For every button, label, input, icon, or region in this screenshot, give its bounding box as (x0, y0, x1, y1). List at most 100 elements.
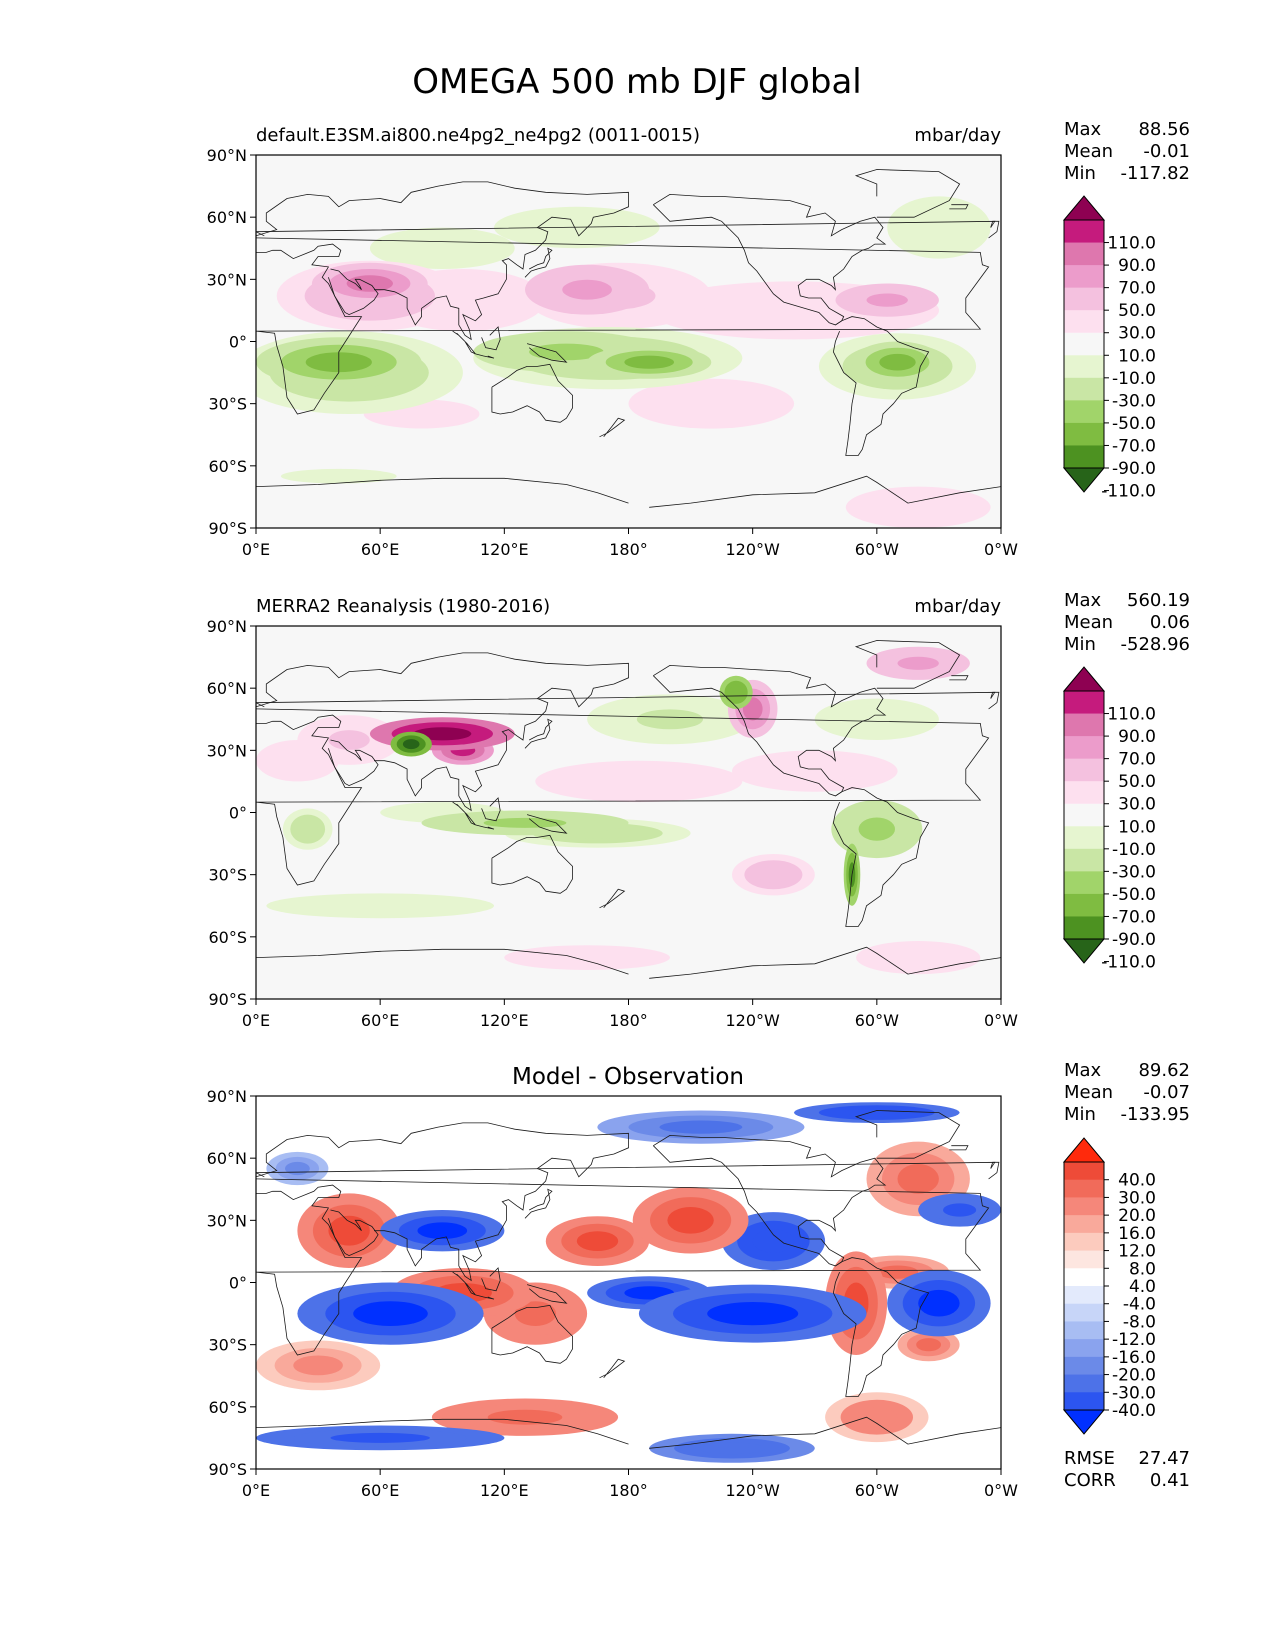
colorbar-extend-min (1062, 1409, 1106, 1435)
colorbar-bin (1064, 1232, 1104, 1252)
coastline (854, 1110, 961, 1159)
coastlines (256, 169, 1001, 528)
lon-axis: 0°E 60°E 120°E 180° 120°W 60°W 0°W (242, 528, 1018, 559)
contour-blob (285, 1161, 310, 1176)
colorbar-label: -12.0 (1112, 1330, 1156, 1350)
colorbar-label: -50.0 (1112, 414, 1156, 434)
coastline (256, 1416, 1001, 1469)
figure-title: OMEGA 500 mb DJF global (412, 62, 861, 102)
colorbar-label: 4.0 (1129, 1277, 1156, 1297)
panel-obs: MERRA2 Reanalysis (1980-2016) mbar/day 9… (207, 596, 1019, 1030)
lat-tick-label: 30°S (208, 866, 247, 885)
lon-tick-label: 0°E (242, 1481, 270, 1500)
colorbar-extend-min (1062, 938, 1106, 964)
colorbar-bin (1064, 893, 1104, 917)
rmse-value: 27.47 (1138, 1448, 1190, 1469)
coastline (524, 718, 553, 749)
contour-blob (554, 952, 621, 963)
colorbar-diff: 40.030.020.016.012.08.04.0-4.0-8.0-12.0-… (1062, 1137, 1156, 1435)
contour-blob (698, 1442, 766, 1455)
coastlines (256, 1110, 1001, 1469)
colorbar-label: 10.0 (1118, 346, 1156, 366)
contour-blob (388, 405, 455, 423)
lat-tick-label: 30°S (208, 1336, 247, 1355)
lat-tick-label: 0° (229, 333, 247, 352)
contour-blob (943, 1203, 977, 1217)
colorbar-frame (1063, 219, 1105, 469)
lon-axis: 0°E 60°E 120°E 180° 120°W 60°W 0°W (242, 999, 1018, 1030)
coastline (256, 237, 990, 415)
stat-min-value: -117.82 (1121, 163, 1190, 184)
lat-tick-label: 90°N (207, 617, 247, 636)
lat-tick-label: 90°S (208, 1460, 247, 1479)
lon-tick-label: 120°E (480, 1011, 529, 1030)
colorbar-label: -10.0 (1112, 369, 1156, 389)
colorbar-label: 90.0 (1118, 256, 1156, 276)
coastline (524, 1188, 553, 1219)
colorbar-label: 16.0 (1118, 1224, 1156, 1244)
contour-blob (729, 685, 743, 699)
lat-tick-label: 30°N (207, 270, 247, 289)
colorbar-bin (1064, 691, 1104, 715)
coastline (854, 640, 961, 689)
coastline (328, 1209, 379, 1257)
coastline (256, 1122, 629, 1282)
contour-blob (659, 1120, 743, 1134)
coastline (599, 1358, 626, 1379)
lon-tick-label: 0°W (984, 1011, 1018, 1030)
contour-blob (856, 1407, 898, 1428)
coastline (653, 664, 887, 797)
coastline (988, 691, 1000, 710)
lat-tick-label: 90°S (208, 519, 247, 538)
contour-blob (328, 1215, 370, 1246)
colorbar-label: 70.0 (1118, 750, 1156, 770)
lat-tick-label: 90°S (208, 990, 247, 1009)
colorbar-label: 40.0 (1118, 1171, 1156, 1191)
lon-tick-label: 120°W (725, 1011, 780, 1030)
stat-max-value: 89.62 (1138, 1060, 1190, 1081)
colorbar-label: -20.0 (1112, 1366, 1156, 1386)
coastline (832, 787, 930, 927)
contour-blob (487, 1409, 563, 1425)
contour-blob (843, 1108, 910, 1117)
contour-blob (402, 739, 420, 750)
colorbar-bin (1064, 400, 1104, 424)
colorbar-bin (1064, 803, 1104, 827)
colorbar-label: -40.0 (1112, 1401, 1156, 1421)
contour-blob (417, 1222, 468, 1239)
colorbar-label: 20.0 (1118, 1206, 1156, 1226)
rmse-label: RMSE (1064, 1448, 1115, 1469)
lat-axis: 90°N 60°N 30°N 0° 30°S 60°S 90°S (207, 617, 256, 1009)
colorbar-label: -70.0 (1112, 436, 1156, 456)
lon-tick-label: 60°E (361, 540, 399, 559)
coastline (988, 1161, 1000, 1180)
lat-tick-label: 30°S (208, 395, 247, 414)
contour-blob (918, 1289, 960, 1317)
contour-blob (852, 711, 902, 728)
coastline (653, 193, 887, 326)
coastlines (256, 640, 1001, 999)
panel-title-model: default.E3SM.ai800.ne4pg2_ne4pg2 (0011-0… (256, 125, 700, 146)
coastline (526, 814, 568, 834)
colorbar-label: 70.0 (1118, 279, 1156, 299)
field-obs (256, 646, 981, 975)
panel-diff: Model - Observation 90°N 60°N 30°N 0° 30°S 60… (207, 1064, 1019, 1500)
lon-tick-label: 180° (609, 540, 648, 559)
coastline (328, 739, 379, 787)
coastline (526, 343, 568, 363)
coastline (854, 169, 961, 218)
colorbar-bin (1064, 826, 1104, 850)
lon-tick-label: 60°W (855, 1481, 899, 1500)
corr-label: CORR (1064, 1470, 1116, 1491)
stat-max-label: Max (1064, 119, 1102, 140)
colorbar-bin (1064, 1179, 1104, 1198)
lon-tick-label: 120°E (480, 1481, 529, 1500)
colorbar-bin (1064, 1339, 1104, 1358)
stat-max-label: Max (1064, 590, 1102, 611)
coastline (526, 1284, 568, 1304)
colorbar-model: 110.090.0 70.050.0 30.010.0 -10.0-30.0 -50.0… (1062, 195, 1156, 502)
stat-min-value: -528.96 (1121, 634, 1190, 655)
contour-blob (346, 275, 393, 292)
stat-min-label: Min (1064, 634, 1096, 655)
colorbar-bin (1064, 736, 1104, 760)
